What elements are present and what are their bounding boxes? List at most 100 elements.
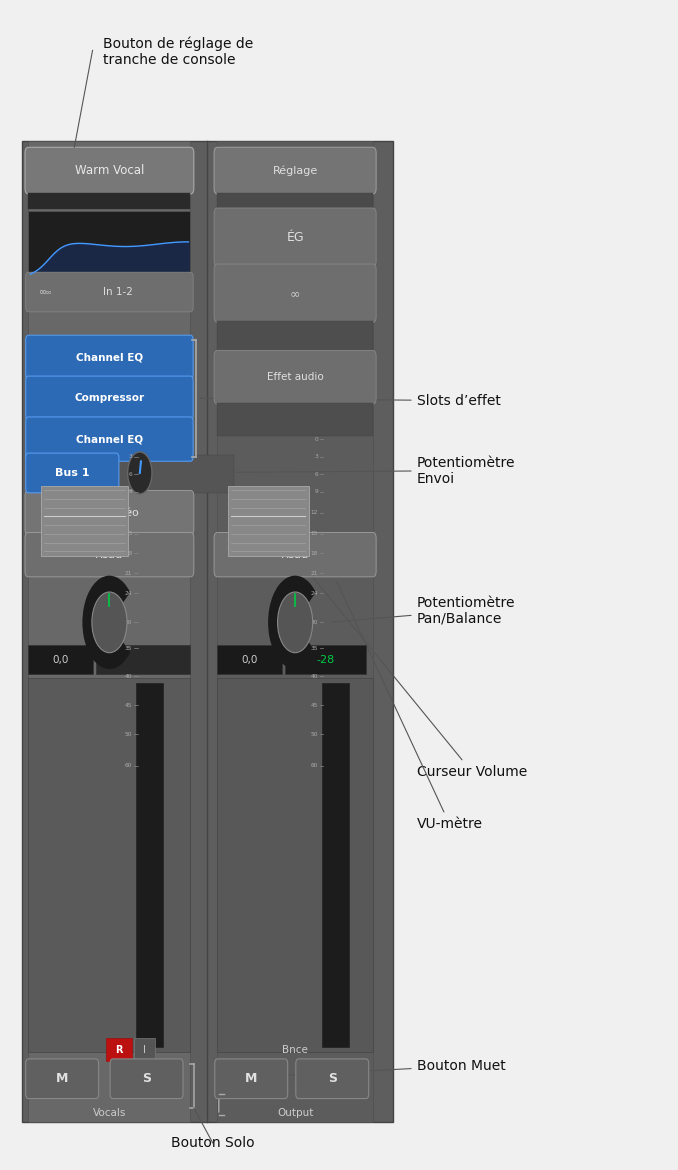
FancyBboxPatch shape (214, 264, 376, 323)
Bar (106, 1038, 132, 1061)
Bar (136, 683, 163, 1047)
Text: 9: 9 (315, 489, 318, 494)
FancyBboxPatch shape (296, 1059, 369, 1099)
Text: Channel EQ: Channel EQ (76, 434, 143, 445)
Text: 6: 6 (129, 472, 132, 476)
Text: In 1-2: In 1-2 (102, 287, 132, 297)
Circle shape (127, 452, 152, 494)
Bar (322, 683, 349, 1047)
Text: ∞: ∞ (44, 288, 51, 296)
Text: ÉG: ÉG (286, 230, 304, 243)
Text: 24: 24 (125, 591, 132, 596)
Text: Bnce: Bnce (282, 1045, 308, 1054)
Text: S: S (327, 1072, 337, 1086)
FancyBboxPatch shape (214, 147, 376, 194)
Text: ∞: ∞ (39, 287, 47, 297)
FancyBboxPatch shape (26, 336, 193, 379)
FancyBboxPatch shape (215, 1059, 287, 1099)
Bar (28, 193, 191, 209)
Circle shape (277, 592, 313, 653)
Circle shape (92, 592, 127, 653)
Text: Read: Read (281, 550, 309, 559)
Text: 0: 0 (315, 436, 318, 441)
Text: 21: 21 (125, 571, 132, 576)
Bar (218, 142, 373, 1122)
FancyBboxPatch shape (214, 208, 376, 267)
Bar (28, 212, 191, 273)
Bar (28, 679, 191, 1052)
Bar (28, 490, 116, 511)
Bar (218, 645, 281, 674)
Text: M: M (56, 1072, 68, 1086)
Text: 50: 50 (311, 732, 318, 737)
Text: Réglage: Réglage (273, 165, 318, 175)
Text: S: S (142, 1072, 151, 1086)
Text: Effet audio: Effet audio (266, 372, 323, 383)
Text: 18: 18 (125, 551, 132, 556)
Text: Bouton Solo: Bouton Solo (171, 1136, 254, 1150)
Text: 50: 50 (125, 732, 132, 737)
FancyBboxPatch shape (214, 532, 376, 577)
Text: 3: 3 (315, 454, 318, 459)
Bar (96, 645, 191, 674)
FancyBboxPatch shape (25, 532, 194, 577)
Bar (285, 645, 366, 674)
Text: 21: 21 (311, 571, 318, 576)
Text: Out stéréo: Out stéréo (80, 508, 139, 517)
Text: Output: Output (277, 1108, 313, 1117)
Text: Slots d’effet: Slots d’effet (200, 393, 500, 407)
Text: 15: 15 (125, 531, 132, 536)
Text: 0: 0 (129, 436, 132, 441)
Text: Bouton Muet: Bouton Muet (226, 1059, 505, 1079)
Text: Vocals: Vocals (93, 1108, 126, 1117)
Text: Bouton de réglage de
tranche de console: Bouton de réglage de tranche de console (102, 36, 253, 67)
Text: Potentiomètre
Envoi: Potentiomètre Envoi (149, 455, 515, 486)
Text: 24: 24 (311, 591, 318, 596)
FancyBboxPatch shape (25, 147, 194, 194)
Text: Curseur Volume: Curseur Volume (268, 523, 527, 779)
Text: 30: 30 (125, 620, 132, 625)
Text: 0,0: 0,0 (241, 655, 258, 665)
Text: Warm Vocal: Warm Vocal (75, 164, 144, 177)
Text: 18: 18 (311, 551, 318, 556)
FancyBboxPatch shape (25, 490, 194, 535)
Text: 45: 45 (125, 703, 132, 708)
Text: Bus 1: Bus 1 (55, 468, 89, 479)
Text: 30: 30 (311, 620, 318, 625)
Wedge shape (83, 576, 130, 669)
Text: I: I (143, 1045, 146, 1054)
Text: VU-mètre: VU-mètre (337, 581, 483, 831)
Text: Channel EQ: Channel EQ (76, 352, 143, 363)
Text: -28: -28 (317, 655, 335, 665)
Text: Potentiomètre
Pan/Balance: Potentiomètre Pan/Balance (332, 596, 515, 626)
Text: 45: 45 (311, 703, 318, 708)
Text: 0,0: 0,0 (52, 655, 68, 665)
Bar (28, 455, 235, 493)
Text: 9: 9 (129, 489, 132, 494)
Bar (22, 142, 393, 1122)
Text: 12: 12 (125, 510, 132, 515)
FancyBboxPatch shape (26, 376, 193, 420)
Text: Read: Read (96, 550, 123, 559)
Bar (134, 1038, 155, 1061)
Bar (218, 679, 373, 1052)
Bar (218, 402, 373, 435)
FancyBboxPatch shape (110, 1059, 183, 1099)
Text: 6: 6 (315, 472, 318, 476)
Bar (228, 486, 308, 556)
Text: ∞: ∞ (290, 287, 300, 300)
Bar (28, 645, 92, 674)
Text: 35: 35 (125, 646, 132, 651)
Text: 40: 40 (311, 674, 318, 679)
Text: 40: 40 (125, 674, 132, 679)
Text: 60: 60 (125, 763, 132, 769)
Bar (218, 322, 373, 351)
FancyBboxPatch shape (214, 350, 376, 404)
Bar (218, 193, 373, 209)
Text: R: R (115, 1045, 123, 1054)
FancyBboxPatch shape (26, 273, 193, 312)
Text: 15: 15 (311, 531, 318, 536)
Text: 3: 3 (129, 454, 132, 459)
Bar (28, 142, 191, 1122)
Text: M: M (245, 1072, 258, 1086)
